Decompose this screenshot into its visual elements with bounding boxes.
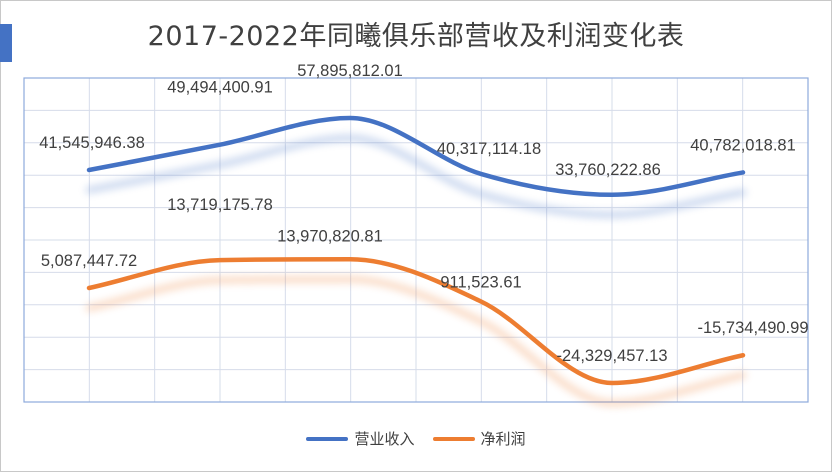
data-label-net-profit-2020: 911,523.61 — [440, 273, 521, 291]
legend: 营业收入 净利润 — [0, 428, 832, 449]
data-label-net-profit-2018: 13,719,175.78 — [167, 196, 273, 214]
series-line-revenue — [86, 115, 746, 198]
title-accent-bar — [0, 24, 12, 62]
data-label-revenue-2019: 57,895,812.01 — [297, 62, 403, 80]
data-label-revenue-2022: 40,782,018.81 — [690, 136, 796, 154]
data-label-net-profit-2017: 5,087,447.72 — [41, 252, 137, 270]
data-labels: 41,545,946.38 49,494,400.91 57,895,812.01 4… — [39, 62, 808, 365]
data-label-revenue-2021: 33,760,222.86 — [555, 161, 661, 179]
legend-label-revenue: 营业收入 — [354, 430, 415, 448]
series-reflection-net-profit — [85, 275, 747, 407]
legend-swatch-net-profit — [432, 436, 475, 441]
series-line-net-profit — [86, 257, 746, 386]
series-reflections — [85, 134, 747, 407]
data-label-net-profit-2022: -15,734,490.99 — [697, 319, 808, 337]
data-label-revenue-2018: 49,494,400.91 — [167, 79, 273, 97]
legend-label-net-profit: 净利润 — [480, 430, 526, 448]
plot-area-border — [23, 77, 809, 403]
data-label-net-profit-2021: -24,329,457.13 — [556, 347, 667, 365]
chart-title: 2017-2022年同曦俱乐部营收及利润变化表 — [147, 21, 685, 52]
legend-swatch-revenue — [306, 436, 349, 441]
data-label-revenue-2020: 40,317,114.18 — [437, 140, 541, 158]
data-label-revenue-2017: 41,545,946.38 — [39, 134, 145, 152]
data-label-net-profit-2019: 13,970,820.81 — [277, 227, 383, 245]
plot-grid — [24, 78, 808, 402]
legend-item-net-profit: 净利润 — [432, 428, 526, 449]
series-reflection-revenue — [85, 134, 747, 219]
legend-item-revenue: 营业收入 — [306, 428, 415, 449]
series-lines — [86, 115, 746, 386]
